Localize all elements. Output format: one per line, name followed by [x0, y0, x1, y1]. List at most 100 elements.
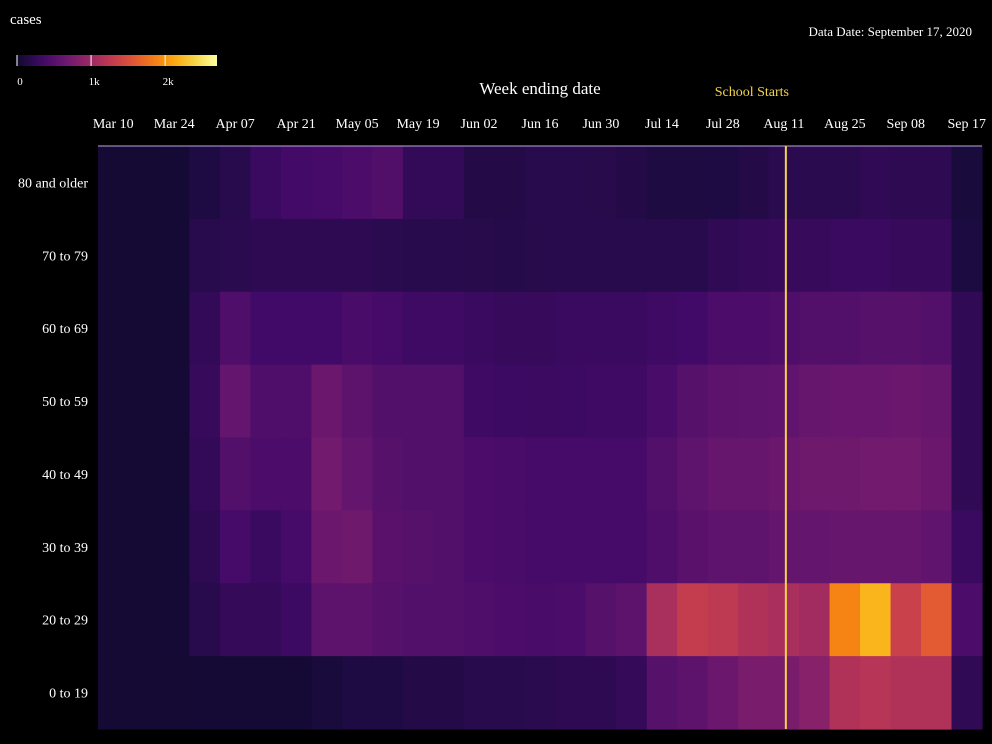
heatmap-cell [646, 291, 678, 366]
heatmap-cell [951, 510, 983, 584]
heatmap-cell [921, 291, 953, 366]
x-axis-title: Week ending date [479, 79, 600, 98]
y-tick-label: 70 to 79 [42, 249, 88, 264]
heatmap-cell [463, 146, 495, 220]
heatmap-cell [555, 146, 587, 220]
heatmap-cell [219, 364, 252, 439]
y-tick-label: 0 to 19 [49, 687, 88, 702]
heatmap-cell [189, 583, 221, 657]
heatmap-cell [158, 291, 191, 366]
heatmap-cell [311, 146, 343, 220]
heatmap-cell [524, 656, 556, 730]
heatmap-cell [677, 146, 709, 220]
heatmap-cell [646, 218, 678, 293]
heatmap-cell [98, 364, 130, 439]
heatmap-cell [524, 510, 556, 584]
heatmap-cell [463, 437, 495, 511]
heatmap-cell [921, 510, 953, 584]
heatmap-cell [555, 510, 587, 584]
heatmap-cell [402, 291, 434, 366]
heatmap-cell [951, 291, 983, 366]
heatmap-cell [860, 364, 892, 439]
x-tick-label: Sep 17 [948, 117, 987, 132]
heatmap-cell [738, 146, 770, 220]
heatmap-cell [646, 364, 678, 439]
heatmap-cell [799, 510, 831, 584]
heatmap-cell [463, 656, 495, 730]
heatmap-cell [768, 510, 800, 584]
heatmap-cell [646, 583, 678, 657]
heatmap-cell [250, 364, 282, 439]
heatmap-cell [799, 218, 831, 293]
heatmap-cell [250, 510, 282, 584]
heatmap-cell [890, 364, 922, 439]
heatmap-cell [585, 146, 617, 220]
heatmap-cell [646, 146, 678, 220]
x-tick-label: Apr 07 [216, 117, 255, 132]
colorbar [17, 55, 217, 66]
y-tick-label: 20 to 29 [42, 614, 88, 629]
heatmap-cell [433, 437, 465, 511]
heatmap-cell [860, 291, 892, 366]
heatmap-cell [829, 218, 861, 293]
heatmap-cell [799, 146, 831, 220]
x-tick-label: Aug 25 [824, 117, 866, 132]
heatmap-cell [524, 146, 556, 220]
heatmap-cell [524, 291, 556, 366]
heatmap-cell [341, 218, 373, 293]
heatmap-cell [585, 291, 617, 366]
heatmap-cell [707, 291, 739, 366]
heatmap-cell [250, 437, 282, 511]
heatmap-cell [341, 583, 373, 657]
heatmap-cell [341, 364, 373, 439]
heatmap-cell [738, 510, 770, 584]
x-tick-label: Sep 08 [887, 117, 926, 132]
heatmap-cell [646, 656, 678, 730]
heatmap-cell [158, 510, 191, 584]
heatmap-cell [524, 583, 556, 657]
heatmap-cell [860, 656, 892, 730]
heatmap-cell [829, 583, 861, 657]
heatmap-cell [250, 656, 282, 730]
heatmap-cell [158, 146, 191, 220]
colorbar-title: cases [10, 12, 42, 28]
heatmap-cell [646, 437, 678, 511]
heatmap-cell [250, 291, 282, 366]
heatmap-cell [677, 364, 709, 439]
heatmap-cell [951, 583, 983, 657]
heatmap-cell [311, 510, 343, 584]
heatmap-cell [189, 656, 221, 730]
heatmap-cell [707, 437, 739, 511]
heatmap-cell [768, 291, 800, 366]
x-tick-label: May 05 [336, 117, 379, 132]
heatmap-cell [219, 510, 252, 584]
heatmap-cell [890, 656, 922, 730]
colorbar-tick-label: 1k [89, 76, 101, 88]
heatmap-cell [524, 437, 556, 511]
heatmap-cell [768, 656, 800, 730]
heatmap-cell [951, 146, 983, 220]
heatmap-cell [616, 218, 648, 293]
heatmap-cell [402, 583, 434, 657]
heatmap-cell [707, 364, 739, 439]
heatmap-cell [860, 583, 892, 657]
heatmap-cell [189, 291, 221, 366]
heatmap-cell [341, 437, 373, 511]
heatmap-cell [128, 146, 160, 220]
heatmap-cell [707, 218, 739, 293]
heatmap-cell [433, 510, 465, 584]
heatmap-cell [402, 437, 434, 511]
heatmap-cell [98, 656, 130, 730]
heatmap-cell [341, 510, 373, 584]
heatmap-cell [738, 583, 770, 657]
heatmap-cell [616, 656, 648, 730]
heatmap-cell [372, 583, 404, 657]
heatmap-cell [158, 656, 191, 730]
heatmap-cell [799, 583, 831, 657]
x-tick-label: Jun 02 [461, 117, 498, 132]
y-tick-label: 50 to 59 [42, 395, 88, 410]
y-tick-label: 30 to 39 [42, 541, 88, 556]
heatmap-cell [677, 437, 709, 511]
x-tick-label: Jun 30 [582, 117, 619, 132]
heatmap-cell [433, 218, 465, 293]
